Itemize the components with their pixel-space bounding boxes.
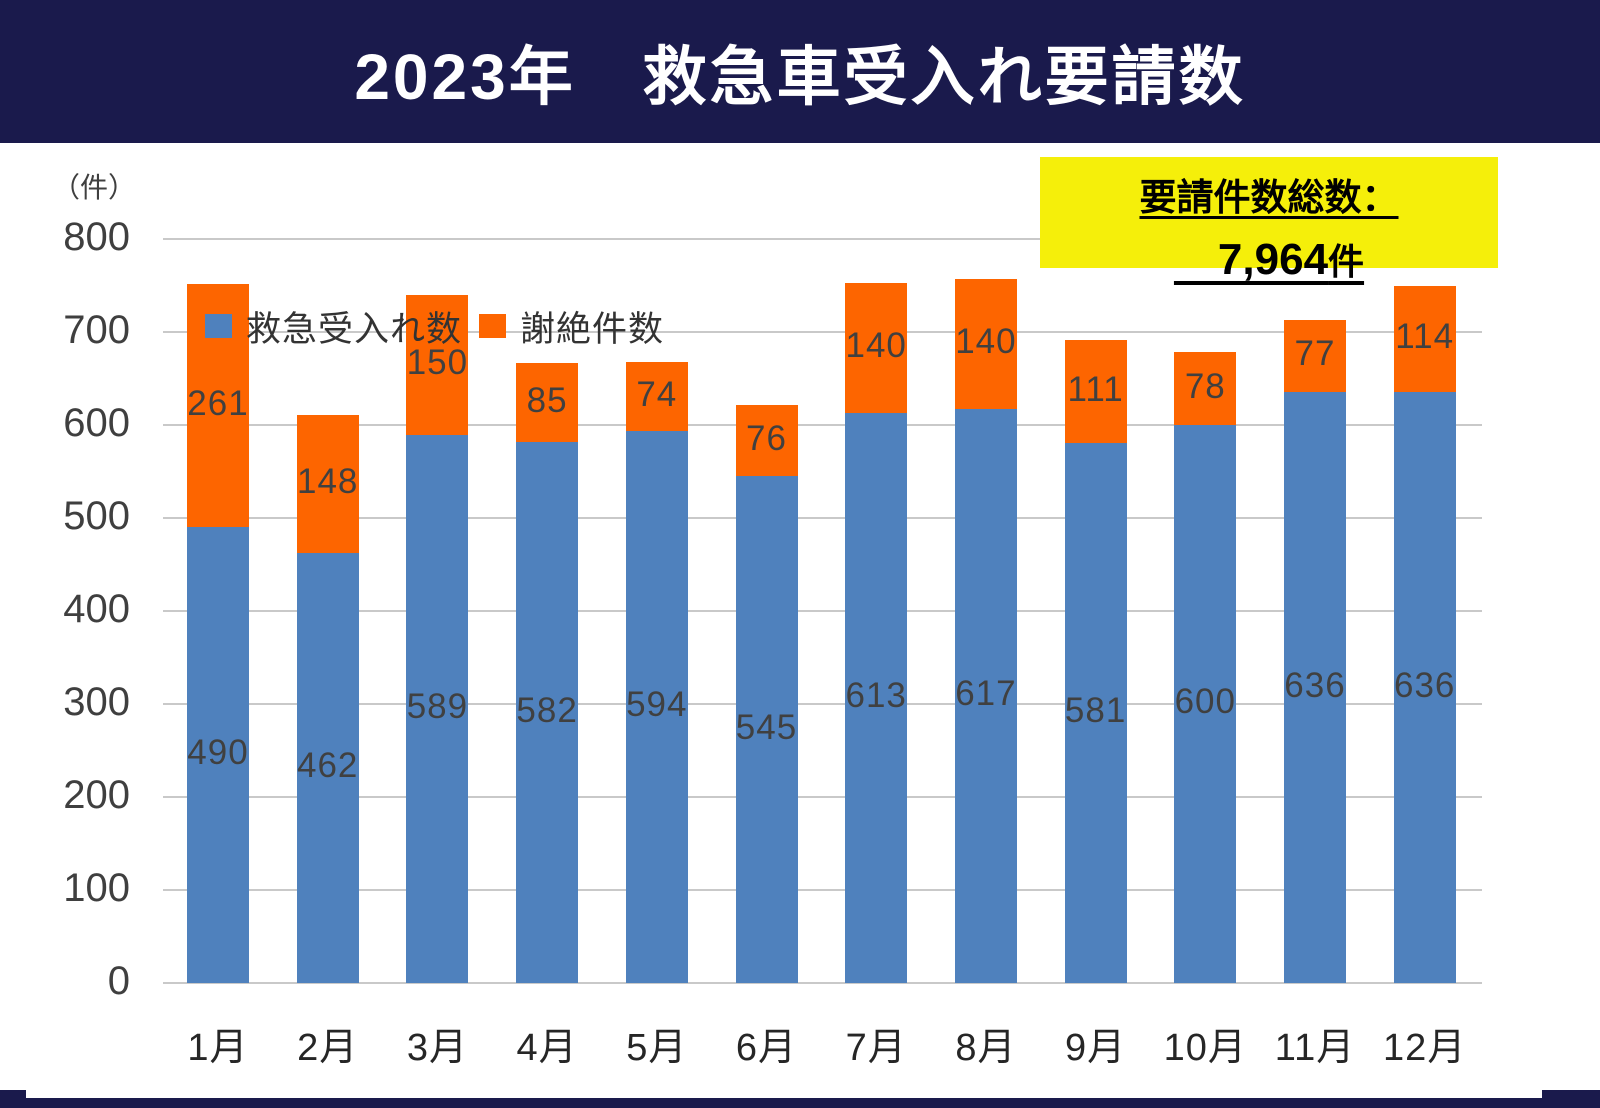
value-label-refused-10月: 78 [1184,366,1226,406]
total-requests-unit: 件 [1328,241,1365,282]
legend-swatch-blue [205,314,232,338]
gridline-100 [163,889,1482,891]
x-tick-label-8月: 8月 [955,1027,1017,1069]
value-label-accepted-3月: 589 [406,687,469,726]
total-requests-value: 7,964件 [1040,223,1498,287]
bar-refused-3月 [406,295,469,435]
value-label-refused-3月: 150 [406,343,469,382]
page-title: 2023年 救急車受入れ要請数 [354,40,1246,113]
y-tick-label-400: 400 [63,587,130,631]
gridline-0 [163,982,1482,984]
bar-accepted-3月 [406,435,469,983]
total-requests-number: 7,964 [1173,235,1329,284]
x-tick-label-1月: 1月 [187,1027,249,1069]
x-tick-label-10月: 10月 [1163,1027,1247,1069]
gridline-300 [163,703,1482,705]
bar-refused-7月 [845,283,908,413]
legend-item-refused: 謝絶件数 [479,302,664,350]
bar-refused-2月 [296,415,359,553]
x-tick-label-12月: 12月 [1383,1027,1467,1069]
value-label-accepted-8月: 617 [955,674,1017,713]
y-tick-label-300: 300 [63,680,130,724]
gridline-700 [163,331,1482,333]
x-tick-label-6月: 6月 [735,1027,798,1069]
value-label-accepted-6月: 545 [735,707,798,747]
gridline-600 [163,424,1482,426]
bottom-border-notch-left [0,1090,26,1108]
gridline-500 [163,517,1482,519]
legend-label-accepted: 救急受入れ数 [246,309,463,349]
value-label-refused-7月: 140 [845,326,907,365]
legend-item-accepted: 救急受入れ数 [205,302,462,350]
x-tick-label-2月: 2月 [297,1027,359,1069]
bar-refused-10月 [1174,352,1237,425]
x-tick-label-11月: 11月 [1274,1027,1356,1069]
bar-accepted-1月 [187,527,249,983]
total-requests-callout: 要請件数総数： 7,964件 [1040,157,1498,284]
bar-accepted-7月 [845,413,908,983]
y-tick-label-800: 800 [63,215,130,259]
x-tick-label-7月: 7月 [845,1027,907,1069]
x-tick-label-5月: 5月 [626,1027,688,1069]
value-label-accepted-4月: 582 [516,690,578,730]
value-label-refused-2月: 148 [296,462,359,501]
bar-refused-4月 [516,363,579,442]
y-tick-label-0: 0 [107,959,130,1003]
value-label-accepted-1月: 490 [187,733,249,772]
bar-accepted-9月 [1064,443,1127,983]
y-tick-label-600: 600 [63,401,130,445]
y-tick-label-700: 700 [63,308,130,352]
y-tick-label-500: 500 [63,494,130,538]
x-tick-label-3月: 3月 [406,1027,468,1069]
bar-accepted-8月 [954,409,1017,983]
header-band: 2023年 救急車受入れ要請数 [0,0,1600,143]
value-label-refused-11月: 77 [1294,334,1336,373]
value-label-refused-8月: 140 [955,322,1017,361]
value-label-accepted-11月: 636 [1284,665,1346,705]
bar-refused-12月 [1393,286,1456,392]
bar-accepted-6月 [735,476,798,983]
value-label-accepted-12月: 636 [1393,665,1456,705]
bar-accepted-2月 [296,553,359,983]
legend-label-refused: 謝絶件数 [520,309,665,349]
bar-accepted-5月 [625,431,688,983]
bar-accepted-12月 [1393,392,1456,983]
bottom-border-bar [0,1098,1600,1108]
value-label-refused-9月: 111 [1067,369,1124,409]
total-requests-heading: 要請件数総数： [1139,177,1399,218]
bar-refused-8月 [954,279,1017,409]
gridline-400 [163,610,1482,612]
bar-refused-6月 [735,405,798,476]
value-label-refused-6月: 76 [746,418,787,458]
value-label-accepted-10月: 600 [1174,682,1236,721]
value-label-refused-5月: 74 [636,374,678,414]
bar-accepted-4月 [516,442,579,983]
value-label-accepted-9月: 581 [1064,691,1127,730]
y-tick-label-200: 200 [63,773,130,817]
bar-accepted-11月 [1284,392,1346,983]
value-label-accepted-2月: 462 [296,746,359,785]
bottom-border-notch-right [1542,1090,1600,1108]
bar-refused-5月 [625,362,688,431]
y-tick-label-100: 100 [63,866,130,910]
x-tick-label-9月: 9月 [1065,1027,1127,1069]
x-tick-label-4月: 4月 [516,1027,578,1069]
value-label-refused-12月: 114 [1395,317,1455,356]
y-axis-unit-label: （件） [52,172,137,203]
value-label-accepted-7月: 613 [845,676,907,715]
gridline-200 [163,796,1482,798]
value-label-accepted-5月: 594 [626,685,688,724]
value-label-refused-4月: 85 [526,380,568,420]
gridline-800 [163,238,1482,240]
bar-refused-9月 [1064,340,1127,443]
legend-swatch-orange [479,314,506,338]
value-label-refused-1月: 261 [187,383,249,423]
bar-accepted-10月 [1174,425,1237,983]
bar-refused-11月 [1284,320,1346,392]
